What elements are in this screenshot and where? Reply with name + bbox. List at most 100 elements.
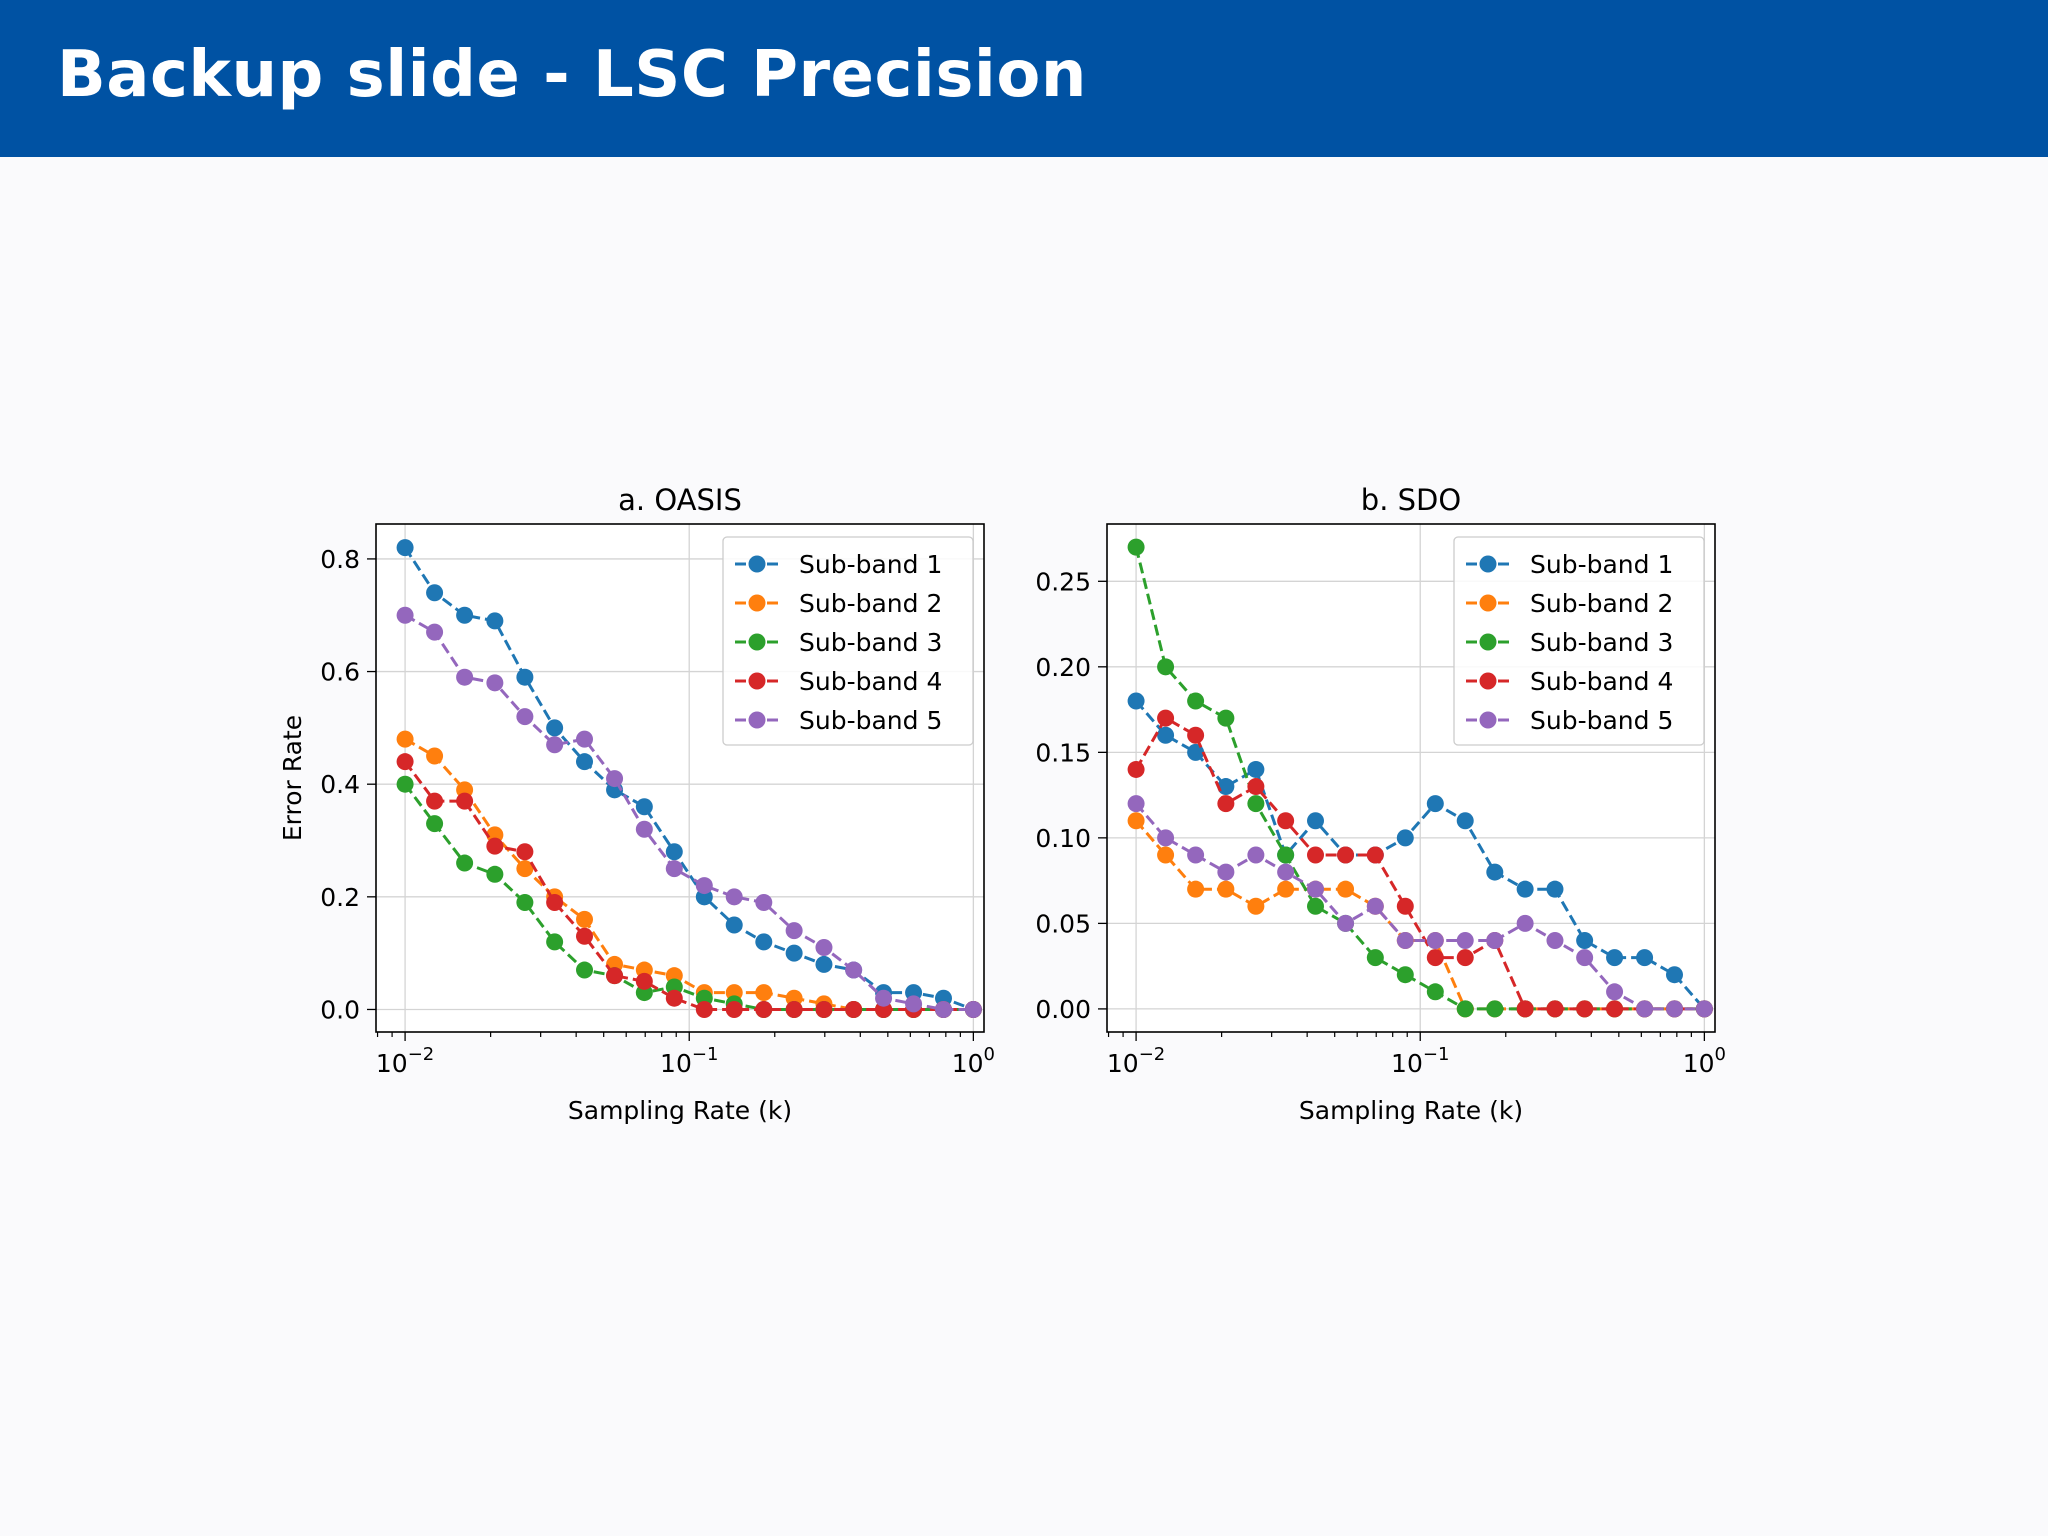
data-point <box>845 961 863 979</box>
data-point <box>1426 931 1444 949</box>
data-point <box>1665 966 1683 984</box>
data-point <box>546 933 564 951</box>
legend-label: Sub-band 2 <box>799 589 942 618</box>
data-point <box>1456 949 1474 967</box>
y-tick-label: 0.0 <box>320 995 360 1024</box>
data-point <box>1456 1000 1474 1018</box>
data-point <box>1307 897 1325 915</box>
data-point <box>456 854 474 872</box>
data-point <box>1546 931 1564 949</box>
data-point <box>1486 931 1504 949</box>
x-tick-label: 100 <box>952 1044 995 1078</box>
data-point <box>1396 966 1414 984</box>
x-axis-label: Sampling Rate (k) <box>568 1096 792 1125</box>
y-tick-label: 0.8 <box>320 545 360 574</box>
y-tick-label: 0.05 <box>1035 909 1091 938</box>
data-point <box>1576 949 1594 967</box>
data-point <box>725 916 743 934</box>
y-tick-label: 0.15 <box>1035 738 1091 767</box>
legend-marker <box>748 633 766 651</box>
series-5 <box>396 606 982 1018</box>
data-point <box>576 910 594 928</box>
data-point <box>1396 931 1414 949</box>
data-point <box>755 984 773 1002</box>
legend: Sub-band 1 Sub-band 2 Sub-band 3 Sub-band 4… <box>1453 536 1705 746</box>
chart-2: 10−2 10−1 100 0.00 0.05 0.10 0.15 0.20 0.25 b. SD… <box>1035 483 1726 1125</box>
data-point <box>546 893 564 911</box>
data-point <box>755 933 773 951</box>
x-tick-label: 10−1 <box>660 1044 718 1078</box>
legend-item: Sub-band 3 <box>1466 628 1673 657</box>
data-point <box>1516 880 1534 898</box>
data-point <box>396 753 414 771</box>
legend-box <box>722 536 974 746</box>
data-point <box>695 877 713 895</box>
axes-frame <box>375 523 985 1033</box>
data-point <box>1217 778 1235 796</box>
data-point <box>1127 795 1145 813</box>
data-point <box>1187 692 1205 710</box>
y-tick-label: 0.25 <box>1035 567 1091 596</box>
legend-item: Sub-band 5 <box>1466 706 1673 735</box>
data-point <box>576 927 594 945</box>
y-tick-label: 0.20 <box>1035 653 1091 682</box>
legend-marker <box>1479 711 1497 729</box>
data-point <box>665 989 683 1007</box>
legend-label: Sub-band 1 <box>799 550 942 579</box>
data-point <box>725 888 743 906</box>
data-point <box>725 1000 743 1018</box>
data-point <box>1606 983 1624 1001</box>
data-point <box>1546 1000 1564 1018</box>
legend-marker <box>1479 672 1497 690</box>
data-point <box>1695 1000 1713 1018</box>
data-point <box>1307 880 1325 898</box>
chart-title: b. SDO <box>1361 483 1461 517</box>
data-point <box>1606 949 1624 967</box>
data-point <box>1636 1000 1654 1018</box>
data-point <box>665 860 683 878</box>
legend-label: Sub-band 2 <box>1530 589 1673 618</box>
legend-box <box>1453 536 1705 746</box>
data-point <box>785 944 803 962</box>
data-point <box>576 753 594 771</box>
legend-item: Sub-band 2 <box>735 589 942 618</box>
data-point <box>1217 863 1235 881</box>
data-point <box>815 955 833 973</box>
data-point <box>1247 846 1265 864</box>
data-point <box>1277 880 1295 898</box>
legend-marker <box>748 594 766 612</box>
data-point <box>1426 949 1444 967</box>
data-point <box>635 820 653 838</box>
data-point <box>1486 1000 1504 1018</box>
legend-marker <box>748 711 766 729</box>
data-point <box>635 798 653 816</box>
data-point <box>1337 880 1355 898</box>
data-point <box>1187 726 1205 744</box>
data-point <box>546 719 564 737</box>
data-point <box>426 792 444 810</box>
data-point <box>486 837 504 855</box>
legend-marker <box>1479 633 1497 651</box>
data-point <box>1576 1000 1594 1018</box>
x-tick-label: 10−2 <box>1107 1044 1165 1078</box>
data-point <box>486 865 504 883</box>
legend: Sub-band 1 Sub-band 2 Sub-band 3 Sub-band 4… <box>722 536 974 746</box>
data-point <box>486 674 504 692</box>
chart-1: 10−2 10−1 100 0.0 0.2 0.4 0.6 0.8 a. OASIS Sampli… <box>278 483 995 1125</box>
data-point <box>1187 846 1205 864</box>
legend-label: Sub-band 5 <box>799 706 942 735</box>
data-point <box>755 1000 773 1018</box>
x-axis-label: Sampling Rate (k) <box>1299 1096 1523 1125</box>
data-point <box>1456 812 1474 830</box>
data-point <box>576 961 594 979</box>
data-point <box>1247 795 1265 813</box>
data-point <box>964 1000 982 1018</box>
data-point <box>815 1000 833 1018</box>
data-point <box>1366 897 1384 915</box>
data-point <box>1127 760 1145 778</box>
data-point <box>875 989 893 1007</box>
data-point <box>606 770 624 788</box>
data-point <box>1337 846 1355 864</box>
data-point <box>755 893 773 911</box>
legend-marker <box>1479 555 1497 573</box>
